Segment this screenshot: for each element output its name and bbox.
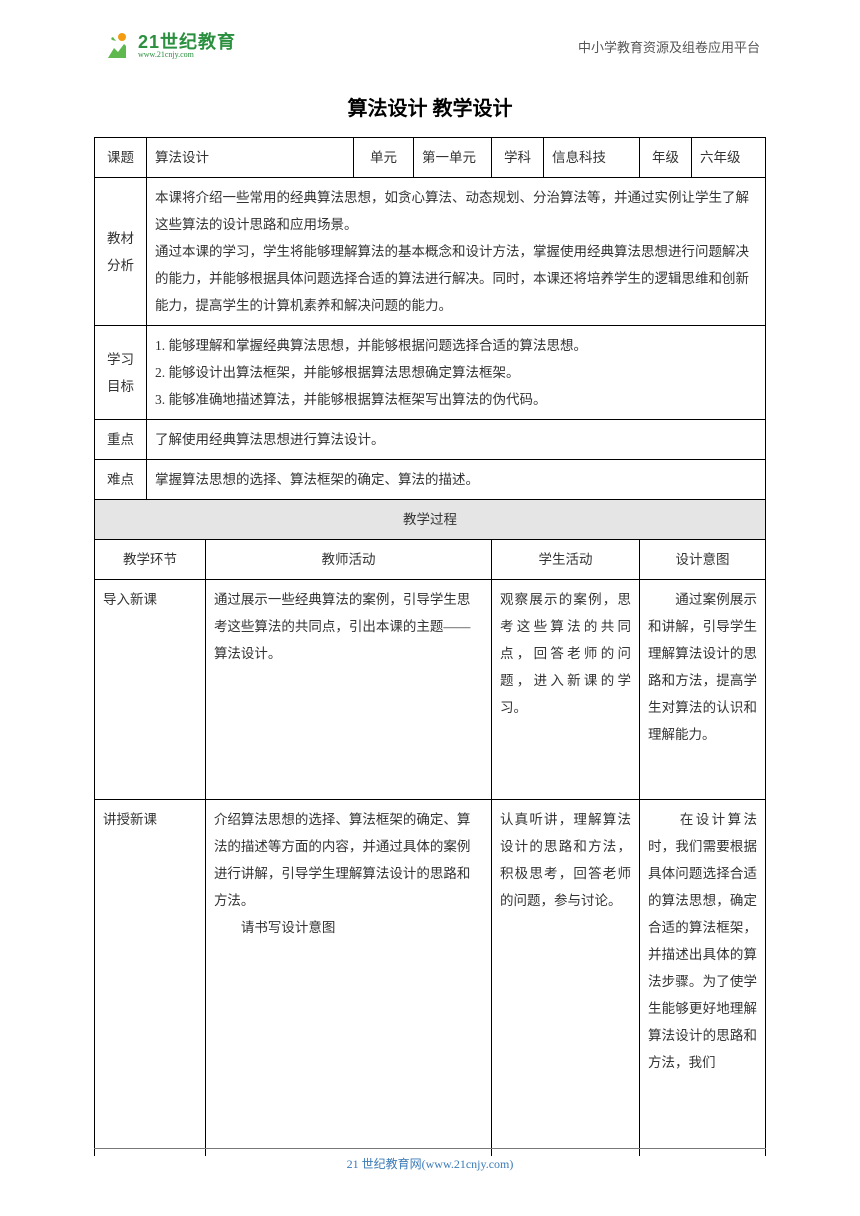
process-header-row: 教学过程 <box>95 500 766 540</box>
stage-1: 导入新课 <box>95 580 206 800</box>
grade-label: 年级 <box>640 138 692 178</box>
difficulty-row: 难点 掌握算法思想的选择、算法框架的确定、算法的描述。 <box>95 460 766 500</box>
footer-divider <box>94 1148 766 1149</box>
teacher-column-header: 教师活动 <box>205 540 491 580</box>
process-columns-row: 教学环节 教师活动 学生活动 设计意图 <box>95 540 766 580</box>
subject-value: 信息科技 <box>544 138 640 178</box>
student-1: 观察展示的案例，思考这些算法的共同点，回答老师的问题，进入新课的学习。 <box>492 580 640 800</box>
key-point-text: 了解使用经典算法思想进行算法设计。 <box>147 420 766 460</box>
student-2: 认真听讲，理解算法设计的思路和方法，积极思考，回答老师的问题，参与讨论。 <box>492 800 640 1156</box>
key-point-row: 重点 了解使用经典算法思想进行算法设计。 <box>95 420 766 460</box>
intent-1: 通过案例展示和讲解，引导学生理解算法设计的思路和方法，提高学生对算法的认识和理解… <box>640 580 766 800</box>
goals-label: 学习目标 <box>95 326 147 420</box>
logo-text: 21世纪教育 www.21cnjy.com <box>138 33 236 59</box>
unit-value: 第一单元 <box>414 138 492 178</box>
stage-2: 讲授新课 <box>95 800 206 1156</box>
material-text: 本课将介绍一些常用的经典算法思想，如贪心算法、动态规划、分治算法等，并通过实例让… <box>147 178 766 326</box>
info-row: 课题 算法设计 单元 第一单元 学科 信息科技 年级 六年级 <box>95 138 766 178</box>
logo-main-text: 21世纪教育 <box>138 33 236 51</box>
goals-label-text: 学习目标 <box>107 352 134 394</box>
page-title: 算法设计 教学设计 <box>0 92 860 121</box>
logo-sub-text: www.21cnjy.com <box>138 51 236 59</box>
header-right-text: 中小学教育资源及组卷应用平台 <box>578 37 760 56</box>
subject-label: 学科 <box>492 138 544 178</box>
process-row-2: 讲授新课 介绍算法思想的选择、算法框架的确定、算法的描述等方面的内容，并通过具体… <box>95 800 766 1156</box>
difficulty-text: 掌握算法思想的选择、算法框架的确定、算法的描述。 <box>147 460 766 500</box>
material-row: 教材分析 本课将介绍一些常用的经典算法思想，如贪心算法、动态规划、分治算法等，并… <box>95 178 766 326</box>
grade-value: 六年级 <box>692 138 766 178</box>
footer-text: 21 世纪教育网(www.21cnjy.com) <box>347 1157 514 1171</box>
intent-column-header: 设计意图 <box>640 540 766 580</box>
intent-2: 在设计算法时，我们需要根据具体问题选择合适的算法思想，确定合适的算法框架，并描述… <box>640 800 766 1156</box>
logo-icon <box>100 30 132 62</box>
topic-value: 算法设计 <box>147 138 354 178</box>
goal-item-2: 2. 能够设计出算法框架，并能够根据算法思想确定算法框架。 <box>155 359 757 386</box>
material-label: 教材分析 <box>95 178 147 326</box>
process-header: 教学过程 <box>95 500 766 540</box>
material-label-text: 教材分析 <box>107 231 134 273</box>
logo: 21世纪教育 www.21cnjy.com <box>100 30 236 62</box>
teacher-2: 介绍算法思想的选择、算法框架的确定、算法的描述等方面的内容，并通过具体的案例进行… <box>205 800 491 1156</box>
difficulty-label: 难点 <box>95 460 147 500</box>
page-header: 21世纪教育 www.21cnjy.com 中小学教育资源及组卷应用平台 <box>0 0 860 72</box>
student-column-header: 学生活动 <box>492 540 640 580</box>
key-point-label: 重点 <box>95 420 147 460</box>
lesson-plan-table: 课题 算法设计 单元 第一单元 学科 信息科技 年级 六年级 教材分析 本课将介… <box>94 137 766 1156</box>
goal-item-1: 1. 能够理解和掌握经典算法思想，并能够根据问题选择合适的算法思想。 <box>155 332 757 359</box>
topic-label: 课题 <box>95 138 147 178</box>
page-footer: 21 世纪教育网(www.21cnjy.com) <box>0 1148 860 1172</box>
unit-label: 单元 <box>354 138 414 178</box>
process-row-1: 导入新课 通过展示一些经典算法的案例，引导学生思考这些算法的共同点，引出本课的主… <box>95 580 766 800</box>
goal-item-3: 3. 能够准确地描述算法，并能够根据算法框架写出算法的伪代码。 <box>155 386 757 413</box>
goals-content: 1. 能够理解和掌握经典算法思想，并能够根据问题选择合适的算法思想。 2. 能够… <box>147 326 766 420</box>
teacher-1: 通过展示一些经典算法的案例，引导学生思考这些算法的共同点，引出本课的主题——算法… <box>205 580 491 800</box>
stage-column-header: 教学环节 <box>95 540 206 580</box>
goals-row: 学习目标 1. 能够理解和掌握经典算法思想，并能够根据问题选择合适的算法思想。 … <box>95 326 766 420</box>
